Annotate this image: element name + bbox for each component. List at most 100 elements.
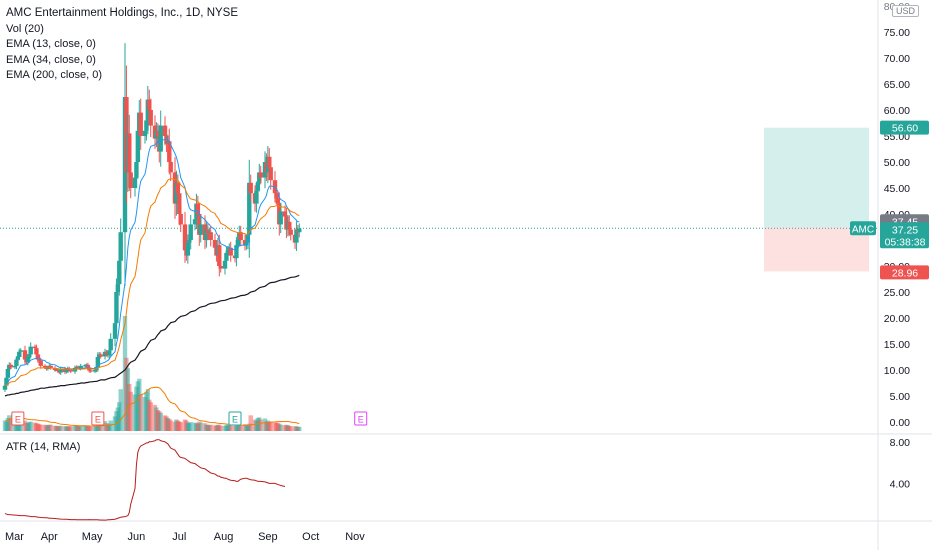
candle — [15, 357, 21, 360]
candle — [42, 365, 48, 368]
ema-34-line — [4, 178, 300, 387]
candle — [4, 377, 9, 386]
candle — [294, 229, 299, 243]
candle — [118, 232, 123, 261]
price-tick-label: 45.00 — [884, 183, 910, 195]
price-tick-label: 60.00 — [884, 105, 910, 117]
volume-bar — [158, 412, 163, 431]
candle — [182, 224, 188, 251]
volume-bar — [98, 424, 103, 431]
stop-price-label[interactable]: 28.96 — [880, 265, 929, 280]
candle — [222, 260, 228, 269]
price-tick-label: 65.00 — [884, 79, 910, 91]
price-tick-label: 15.00 — [884, 339, 910, 351]
candle — [235, 240, 241, 246]
earnings-marker[interactable]: E — [11, 411, 25, 426]
currency-badge[interactable]: USD — [892, 5, 920, 17]
atr-tick-label: 4.00 — [890, 478, 911, 490]
current-price-label-bg — [880, 222, 929, 249]
candle — [175, 182, 181, 194]
volume-bar — [208, 424, 213, 431]
indicator-ema-200[interactable]: EMA (200, close, 0) — [6, 69, 102, 81]
candle — [64, 371, 69, 373]
volume-bar — [228, 425, 233, 431]
candle — [68, 370, 73, 372]
earnings-marker[interactable]: E — [91, 411, 105, 426]
price-tick-label: 0.00 — [890, 417, 911, 429]
candle — [167, 141, 172, 162]
candle — [187, 240, 192, 243]
candle — [58, 368, 63, 373]
take-profit-label-bg — [880, 120, 929, 135]
volume-bar — [297, 426, 302, 431]
candle — [52, 367, 58, 370]
candle — [5, 368, 11, 378]
volume-bar — [198, 422, 203, 431]
indicator-ema-13[interactable]: EMA (13, close, 0) — [6, 38, 96, 50]
candle — [208, 232, 213, 240]
candle — [282, 211, 288, 217]
volume-bar — [288, 426, 293, 431]
candle — [78, 365, 83, 369]
volume-bar — [178, 422, 183, 431]
earnings-marker[interactable]: E — [354, 411, 368, 426]
volume-bar — [38, 424, 43, 431]
candle — [278, 211, 283, 225]
volume-bar — [278, 424, 283, 431]
candle — [162, 125, 168, 136]
ema-200-line — [4, 274, 300, 397]
candle — [212, 240, 218, 248]
candle — [168, 162, 173, 173]
candle — [177, 193, 182, 214]
candle — [127, 133, 132, 173]
candle — [14, 359, 19, 366]
volume-bar — [78, 425, 83, 431]
symbol-tag-bg — [850, 221, 876, 236]
earnings-marker[interactable]: E — [228, 411, 242, 426]
candle — [18, 350, 23, 352]
volume-bar — [268, 421, 273, 431]
time-tick-label: Apr — [41, 531, 58, 543]
atr-tick-label: 8.00 — [890, 437, 911, 449]
candle — [275, 198, 281, 204]
time-tick-label: Sep — [258, 531, 278, 543]
take-profit-label-text: 56.60 — [892, 123, 918, 135]
symbol-tag: AMC — [850, 221, 876, 236]
candle — [112, 323, 118, 339]
indicator-ema-34[interactable]: EMA (34, close, 0) — [6, 53, 96, 66]
volume-bar — [168, 420, 173, 431]
earnings-marker-letter: E — [15, 415, 21, 425]
price-tick-label: 25.00 — [884, 287, 910, 299]
candle — [75, 366, 81, 368]
candle — [55, 370, 61, 372]
price-tick-label: 75.00 — [884, 27, 910, 39]
candle — [17, 351, 22, 357]
time-tick-label: Aug — [214, 531, 234, 543]
candle — [287, 221, 292, 230]
candle — [188, 224, 193, 240]
earnings-marker-box — [228, 411, 242, 426]
candle — [48, 365, 53, 368]
candle — [138, 112, 143, 136]
volume-bar — [258, 419, 263, 431]
indicator-volume[interactable]: Vol (20) — [6, 22, 44, 35]
candle — [225, 250, 231, 253]
candle — [297, 228, 302, 233]
candle — [8, 364, 13, 368]
candle — [135, 130, 141, 162]
price-tick-label: 20.00 — [884, 313, 910, 325]
candle — [238, 232, 243, 240]
price-tick-label: 50.00 — [884, 157, 910, 169]
candle — [114, 292, 119, 324]
stop-price-label-bg — [880, 265, 929, 280]
candle — [198, 224, 203, 235]
candle — [155, 130, 161, 136]
atr-legend[interactable]: ATR (14, RMA) — [6, 441, 81, 453]
time-tick-label: May — [82, 531, 103, 543]
candle — [108, 338, 113, 351]
candle — [142, 130, 148, 136]
take-profit-label[interactable]: 56.60 — [880, 120, 929, 135]
candle — [144, 120, 149, 131]
